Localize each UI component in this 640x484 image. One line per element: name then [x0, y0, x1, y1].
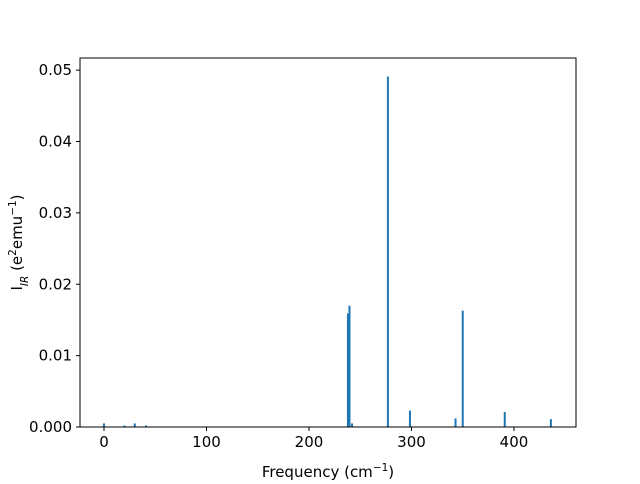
bar	[346, 313, 349, 427]
x-axis-label: Frequency (cm−1)	[262, 462, 394, 480]
bar	[145, 425, 148, 427]
x-axis-label-part: Frequency (cm	[262, 463, 373, 480]
bar	[351, 423, 354, 427]
y-axis-label-part: 2	[7, 249, 19, 256]
x-tick-label: 200	[295, 433, 324, 451]
plot-frame	[79, 57, 577, 428]
y-tick-label: 0.05	[39, 61, 72, 79]
y-axis-label-part: (e	[8, 256, 26, 276]
bar	[123, 425, 126, 427]
y-axis-label-part: −1	[7, 200, 19, 215]
y-axis-label-part: emu	[8, 216, 26, 249]
y-tick-label: 0.02	[39, 275, 72, 293]
x-axis-label-part: )	[388, 463, 394, 480]
bar	[133, 423, 136, 427]
bar	[549, 419, 552, 427]
y-tick-label: 0.000	[29, 418, 72, 436]
x-tick-label: 0	[99, 433, 109, 451]
y-tick-label: 0.04	[39, 133, 72, 151]
bar	[454, 418, 457, 427]
x-tick-label: 100	[192, 433, 221, 451]
bar	[102, 423, 105, 427]
x-tick-label: 400	[500, 433, 529, 451]
bar	[386, 76, 389, 427]
y-axis-label-part: I	[8, 286, 26, 290]
bar	[408, 410, 411, 427]
bar	[348, 305, 351, 427]
y-axis-label-part: )	[8, 194, 26, 200]
x-axis-label-part: −1	[373, 462, 388, 474]
y-tick-label: 0.01	[39, 347, 72, 365]
y-axis-label-part: IR	[19, 276, 31, 286]
x-tick-label: 300	[397, 433, 426, 451]
y-axis-label: IIR (e2emu−1)	[7, 194, 31, 290]
bar	[503, 412, 506, 427]
y-tick-label: 0.03	[39, 204, 72, 222]
bar	[461, 310, 464, 427]
